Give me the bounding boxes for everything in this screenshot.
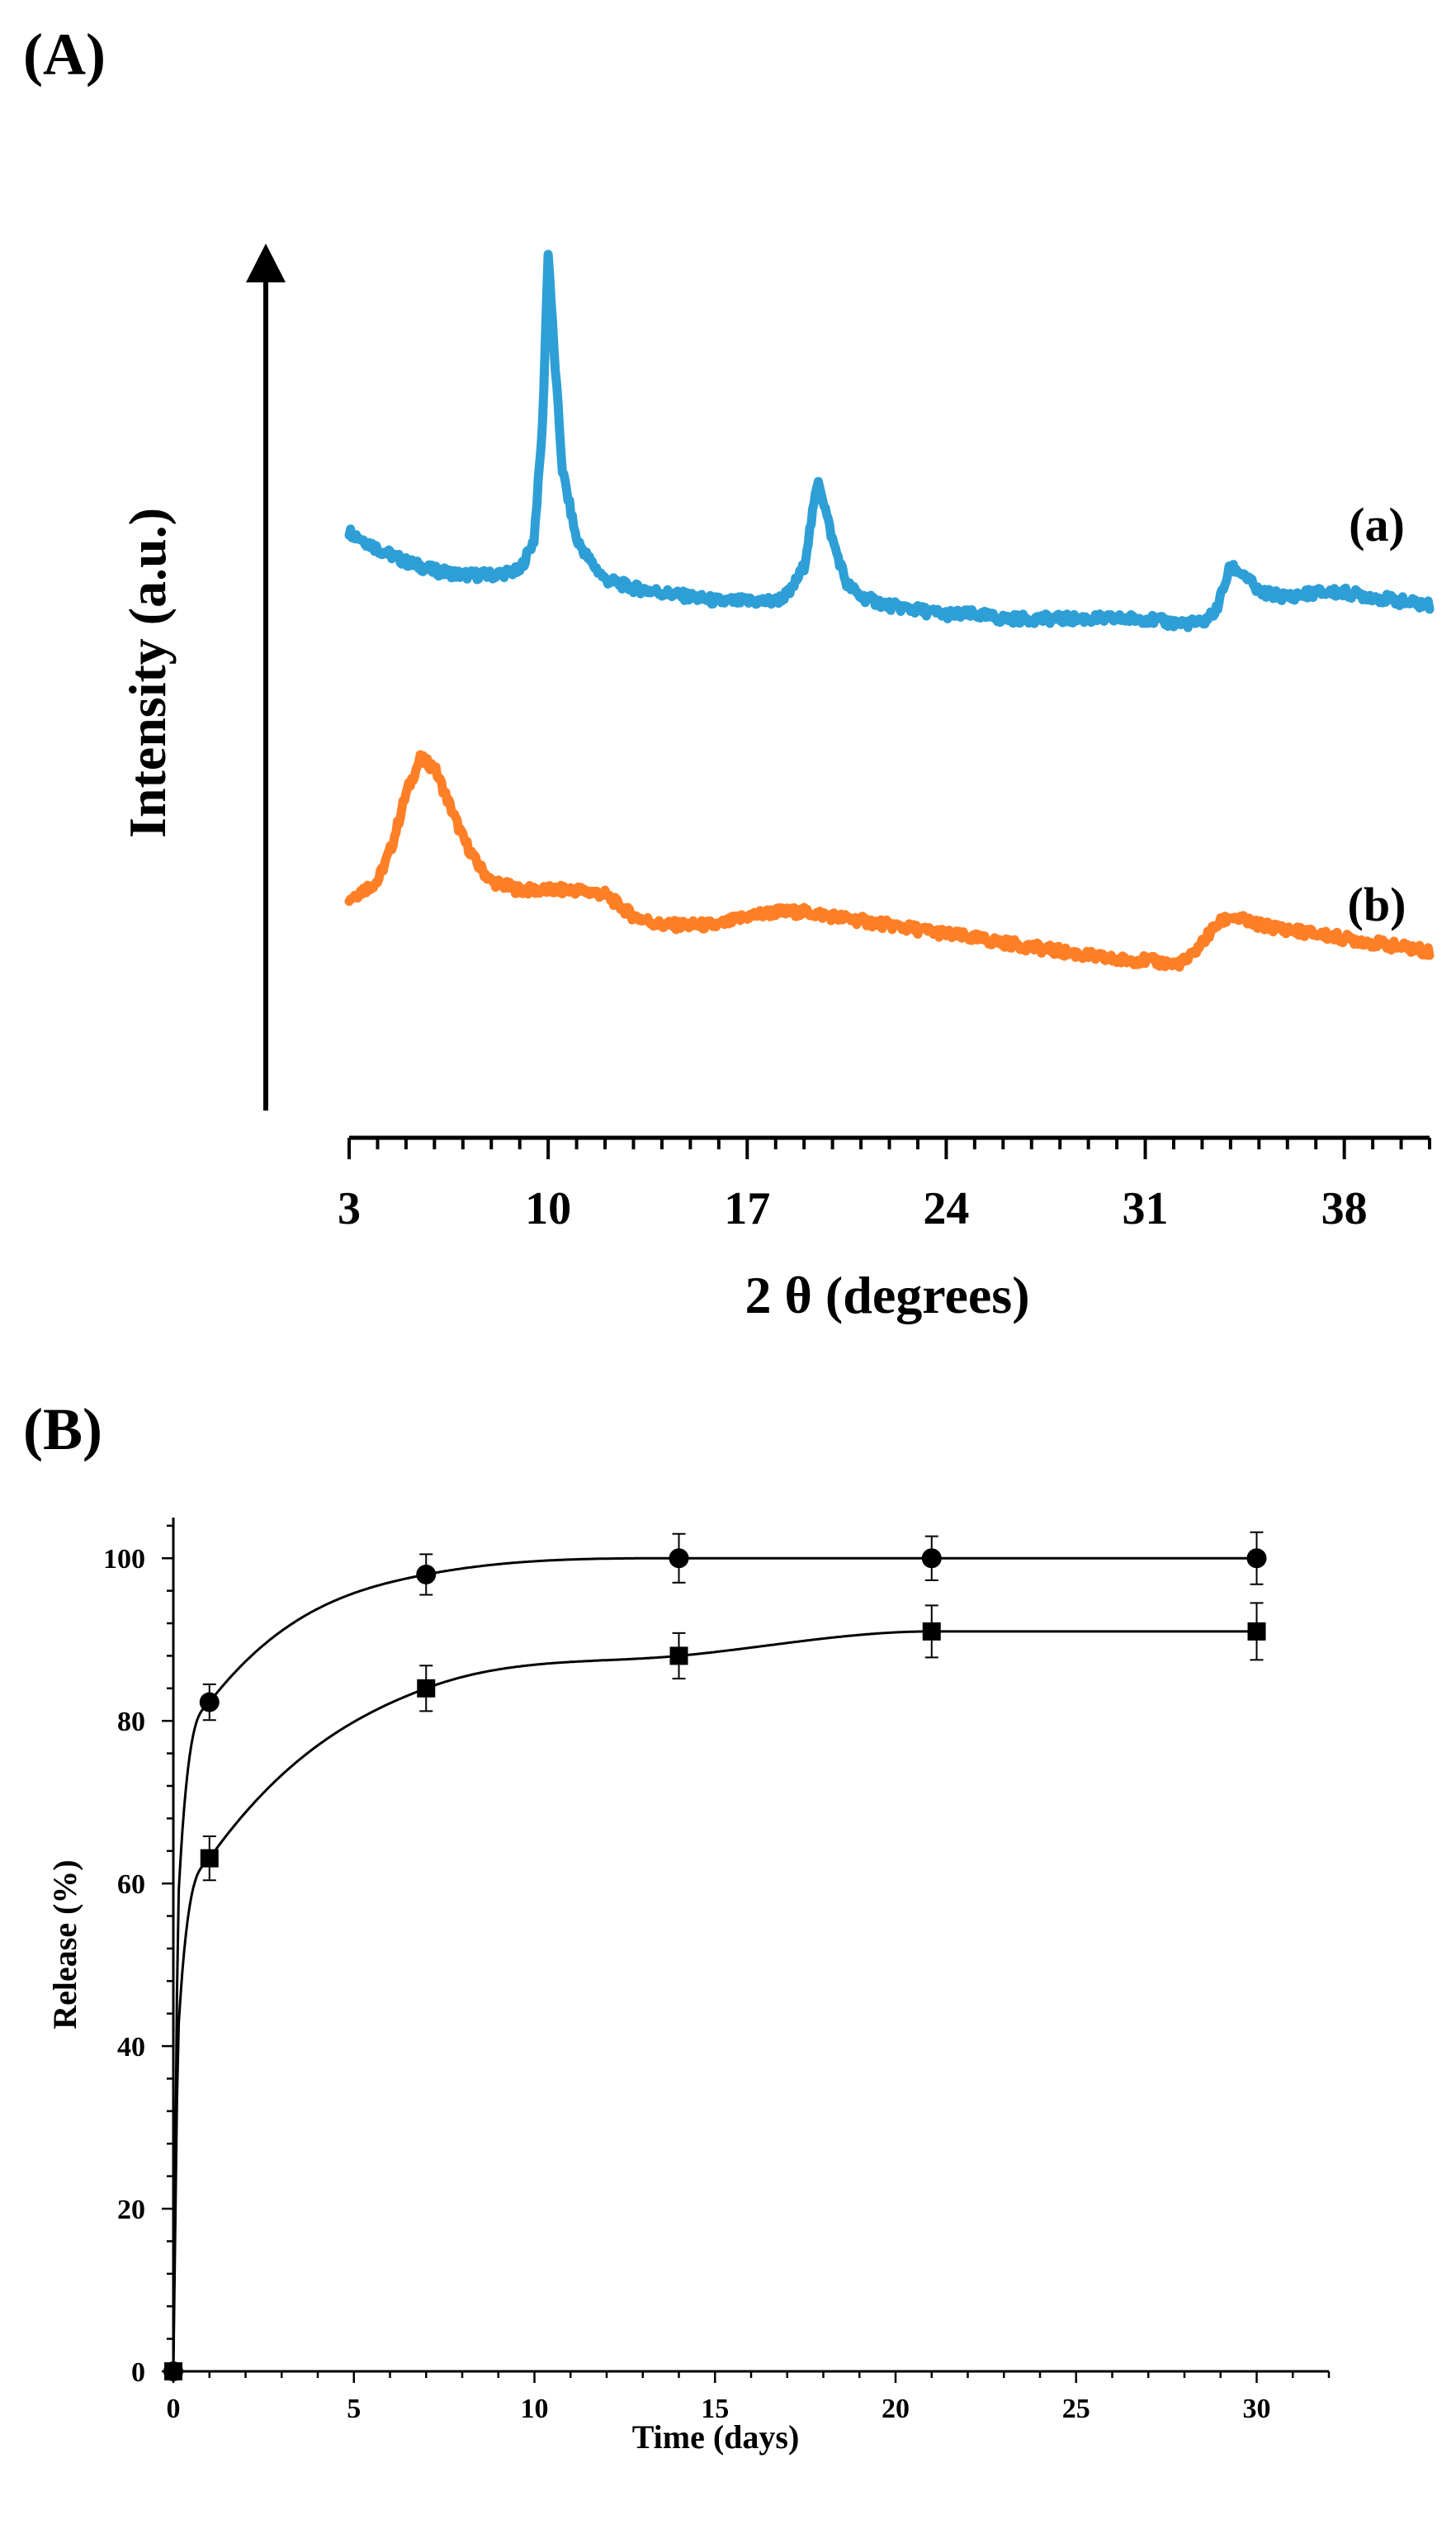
circle-marker [416,1564,437,1584]
x-tick-label: 24 [923,1183,969,1234]
square-marker [417,1679,436,1698]
square-marker [200,1849,219,1868]
x-tick-label: 30 [1243,2394,1271,2424]
series-b-line [344,750,1435,972]
square-marker [669,1646,688,1665]
panel-b-label: (B) [23,1396,102,1462]
circle-marker [1246,1548,1267,1569]
x-tick-label: 20 [882,2394,910,2424]
x-tick-label: 15 [701,2394,729,2424]
y-tick-label: 80 [117,1707,145,1737]
series-b-label: (b) [1348,878,1406,931]
x-tick-label: 38 [1321,1183,1368,1234]
y-tick-label: 20 [117,2195,145,2225]
xrd-chart: Intensity (a.u.) 3 10 17 24 31 38 2 θ (degree… [118,244,1435,1324]
x-ticks-a [347,1138,1431,1159]
circle-marker [921,1548,942,1569]
error-bars [202,1531,1264,1882]
y-axis-label-b: Release (%) [46,1859,83,2029]
y-tick-label: 40 [117,2032,145,2063]
square-marker [1247,1622,1266,1641]
x-ticks-b: 0 5 10 15 20 25 30 [167,2371,1331,2424]
x-tick-label: 10 [521,2394,549,2424]
x-tick-label: 3 [338,1183,361,1234]
x-axis-label-a: 2 θ (degrees) [745,1266,1030,1324]
x-tick-label: 10 [525,1183,571,1234]
circle-marker [199,1692,220,1712]
release-curves [172,1556,1255,2372]
y-tick-label: 0 [131,2357,145,2388]
data-markers [163,1548,1267,2381]
square-marker [164,2362,182,2380]
y-axis-label-a: Intensity (a.u.) [118,508,177,838]
x-tick-label: 31 [1123,1183,1169,1234]
series-squares-curve [172,1630,1255,2372]
y-tick-label: 100 [103,1544,145,1575]
release-chart: 0 20 40 60 80 100 0 5 10 15 20 25 30 Release (%) Ti… [46,1518,1331,2456]
series-a-line [344,249,1435,632]
panel-a-label: (A) [23,21,106,88]
y-ticks-b: 0 20 40 60 80 100 [103,1524,173,2388]
x-tick-label: 25 [1062,2394,1090,2424]
series-circles-curve [172,1556,1255,2372]
x-tick-label: 17 [724,1183,770,1234]
series-a-label: (a) [1349,498,1405,552]
x-tick-label: 5 [347,2394,361,2424]
x-tick-labels-a: 3 10 17 24 31 38 [338,1183,1368,1234]
x-axis-label-b: Time (days) [632,2418,800,2456]
x-tick-label: 0 [167,2394,181,2424]
circle-marker [669,1548,689,1569]
square-marker [922,1622,941,1641]
intensity-arrow-head [246,244,286,282]
y-tick-label: 60 [117,1869,145,1900]
